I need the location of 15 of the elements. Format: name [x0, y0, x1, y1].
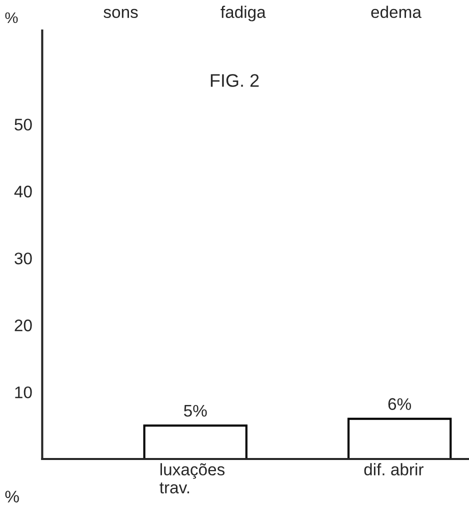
text: FIG. 2: [210, 74, 259, 87]
text: fadiga: [220, 6, 266, 22]
y-tick-label: 50: [14, 118, 32, 131]
y-tick-label: 40: [14, 186, 32, 198]
x-tick-label: luxações trav.: [160, 463, 225, 494]
y-tick-label: 30: [14, 252, 32, 264]
data-label: 5%: [184, 404, 207, 417]
y-tick-label: 20: [14, 320, 32, 332]
y-axis-title: %: [5, 12, 18, 24]
x-tick-label: dif. abrir: [364, 463, 424, 476]
y-tick-label: 10: [15, 386, 32, 398]
text: %: [5, 490, 19, 502]
data-label: 6%: [388, 398, 412, 410]
text: sons: [104, 8, 138, 18]
text: edema: [371, 6, 422, 18]
